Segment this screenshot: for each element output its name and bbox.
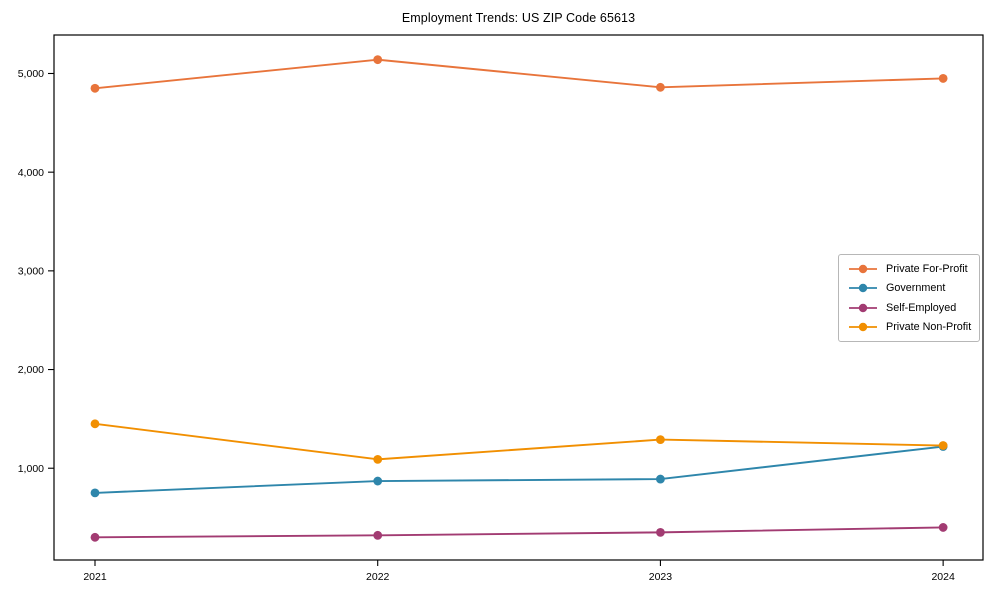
series-line: [94, 445, 945, 494]
y-tick-label: 1,000: [18, 463, 44, 475]
x-tick-label: 2022: [366, 571, 390, 583]
data-point-marker: [656, 474, 665, 484]
data-point-marker: [938, 74, 948, 83]
x-tick-label: 2021: [83, 571, 107, 583]
legend-item-private-for-profit: Private For-Profit: [848, 260, 971, 278]
legend: Private For-Profit Government Self-Emplo…: [838, 254, 980, 342]
series-line: [94, 526, 945, 539]
data-point-marker: [373, 530, 383, 540]
y-tick-label: 4,000: [18, 167, 44, 179]
data-point-marker: [90, 419, 100, 429]
legend-item-self-employed: Self-Employed: [848, 299, 971, 317]
series-line: [94, 58, 945, 90]
data-point-marker: [90, 83, 100, 93]
series-line: [94, 422, 945, 461]
data-point-marker: [656, 435, 665, 445]
legend-line-marker-icon: [849, 303, 877, 312]
legend-line-marker-icon: [849, 264, 877, 274]
legend-line-marker-icon: [849, 322, 877, 332]
data-point-marker: [90, 532, 100, 542]
y-tick-label: 3,000: [18, 265, 44, 277]
data-point-marker: [90, 488, 100, 498]
x-tick-label: 2023: [649, 571, 673, 583]
data-point-marker: [373, 476, 383, 486]
y-tick-label: 5,000: [18, 68, 44, 80]
data-point-marker: [938, 523, 948, 532]
data-point-marker: [373, 55, 383, 65]
legend-item-government: Government: [848, 279, 971, 297]
legend-label: Government: [886, 282, 946, 295]
x-tick-label: 2024: [931, 571, 955, 583]
chart-title: Employment Trends: US ZIP Code 65613: [401, 11, 636, 25]
plot-frame: [53, 34, 984, 561]
y-tick-label: 2,000: [18, 364, 44, 376]
data-point-marker: [938, 441, 948, 450]
data-point-marker: [656, 82, 665, 92]
legend-label: Private For-Profit: [886, 263, 968, 275]
legend-label: Private Non-Profit: [886, 320, 972, 333]
data-point-marker: [656, 527, 665, 537]
legend-line-marker-icon: [849, 284, 877, 293]
legend-item-private-non-profit: Private Non-Profit: [848, 318, 971, 336]
data-point-marker: [373, 454, 383, 464]
legend-label: Self-Employed: [886, 301, 957, 314]
